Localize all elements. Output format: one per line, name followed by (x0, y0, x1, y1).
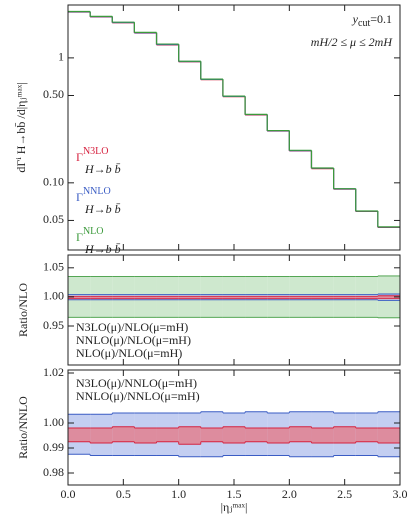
band-bin (289, 426, 312, 442)
band-bin (311, 428, 334, 443)
x-tick-label: 2.5 (337, 487, 352, 501)
band-bin (222, 426, 246, 443)
band-bin (134, 296, 157, 299)
y-tick-label: 0.50 (43, 87, 64, 101)
legend-label: NNLO (83, 186, 111, 197)
band-bin (178, 426, 201, 445)
band-bin (178, 296, 201, 299)
y-tick-label: 1.02 (43, 365, 64, 379)
legend-entry: N3LO(μ)/NLO(μ=mH) (76, 320, 188, 334)
band-bin (377, 295, 400, 299)
y-axis-label: Ratio/NNLO (16, 396, 30, 459)
band-bin (267, 296, 290, 299)
band-bin (222, 296, 246, 299)
x-tick-label: 1.0 (171, 487, 186, 501)
band-bin (377, 428, 400, 443)
annotation-part: =0.1 (370, 12, 392, 26)
legend-symbol: Γ (76, 230, 83, 244)
legend-entry: N3LO(μ)/NNLO(μ=mH) (76, 376, 197, 390)
band-bin (156, 296, 179, 299)
legend-entry: NNLO(μ)/NNLO(μ=mH) (76, 389, 200, 403)
legend-subscript: H→b b̄ (84, 242, 121, 256)
band-bin (68, 428, 91, 442)
band-bin (68, 296, 91, 299)
legend-subscript: H→b b̄ (84, 162, 121, 176)
legend-subscript: H→b b̄ (84, 202, 121, 216)
x-tick-label: 1.5 (227, 487, 242, 501)
band-bin (112, 296, 135, 299)
annotation: ycut=0.1 (352, 12, 392, 30)
y-tick-label: 1.00 (43, 415, 64, 429)
band-bin (245, 296, 268, 299)
band-bin (112, 426, 135, 442)
panel: 0.98 0.99 1.00 1.02 0.0 0.5 1.0 1.5 2.0 2.5 3.0 Rat… (16, 365, 408, 514)
legend-entry: ΓNNLO (76, 186, 111, 203)
x-tick-label: 2.0 (282, 487, 297, 501)
x-tick-label: 3.0 (393, 487, 408, 501)
band-bin (289, 296, 312, 299)
x-axis-label: |ηⱼᵐᵃˣ| (221, 500, 248, 514)
band-bin (90, 428, 113, 443)
band-bin (267, 428, 290, 443)
legend-entry: NNLO(μ)/NLO(μ=mH) (76, 333, 191, 347)
y-tick-label: 0.05 (43, 212, 64, 226)
legend-label: NLO (83, 226, 104, 237)
band-bin (200, 428, 223, 442)
band-bin (90, 296, 113, 299)
y-tick-label: 0.95 (43, 318, 64, 332)
band-bin (134, 428, 157, 443)
legend-label: N3LO (83, 146, 109, 157)
panel: 0.95 1.00 1.05 Ratio/NLO N3LO(μ)/NLO(μ=mH)NN… (16, 254, 401, 366)
scale-note: mH/2 ≤ μ ≤ 2mH (311, 35, 394, 49)
legend-entry: NLO(μ)/NLO(μ=mH) (76, 346, 182, 360)
legend-entry: ΓN3LO (76, 146, 109, 163)
y-tick-label: 1.05 (43, 260, 64, 274)
y-tick-label: 1.00 (43, 289, 64, 303)
annotation-part: y (352, 12, 359, 26)
band-bin (311, 296, 334, 299)
panel: 1 0.50 0.10 0.05 dΓⁱ H→bb̄ /d|ηⱼᵐᵃˣ| ycut=0.1… (14, 4, 401, 256)
legend-symbol: Γ (76, 190, 83, 204)
y-axis-label: dΓⁱ H→bb̄ /d|ηⱼᵐᵃˣ| (14, 82, 28, 172)
band-bin (355, 428, 378, 442)
legend-entry: ΓNLO (76, 226, 104, 243)
y-tick-label: 0.98 (43, 465, 64, 479)
y-axis-label: Ratio/NLO (16, 283, 30, 337)
y-tick-label: 0.99 (43, 440, 64, 454)
y-tick-label: 0.10 (43, 175, 64, 189)
band-bin (156, 428, 179, 442)
band-bin (200, 296, 223, 299)
y-tick-label: 1 (58, 50, 64, 64)
legend-symbol: Γ (76, 150, 83, 164)
band-bin (333, 296, 356, 299)
band-bin (333, 426, 356, 443)
band-bin (245, 428, 268, 442)
annotation-part: cut (358, 18, 370, 29)
band-bin (355, 296, 378, 299)
x-tick-label: 0.0 (61, 487, 76, 501)
x-tick-label: 0.5 (116, 487, 131, 501)
